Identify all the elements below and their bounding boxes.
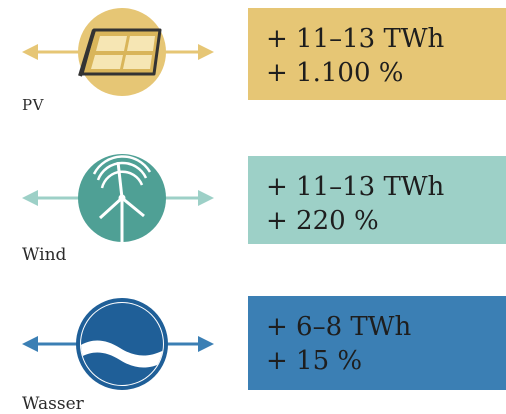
wind-icon-group bbox=[20, 150, 216, 246]
water-row: Wasser + 6–8 TWh + 15 % bbox=[0, 284, 506, 414]
wind-label: Wind bbox=[22, 245, 67, 265]
wind-percent-value: + 220 % bbox=[266, 206, 379, 236]
wind-row: Wind + 11–13 TWh + 220 % bbox=[0, 140, 506, 270]
wind-turbine-icon bbox=[22, 154, 214, 242]
water-label: Wasser bbox=[22, 394, 84, 414]
pv-percent-value: + 1.100 % bbox=[266, 58, 404, 88]
water-wave-icon bbox=[22, 298, 214, 390]
pv-label: PV bbox=[22, 96, 44, 114]
wind-value-box: + 11–13 TWh + 220 % bbox=[248, 156, 506, 244]
pv-value-box: + 11–13 TWh + 1.100 % bbox=[248, 8, 506, 100]
water-energy-value: + 6–8 TWh bbox=[266, 312, 412, 342]
pv-energy-value: + 11–13 TWh bbox=[266, 24, 445, 54]
pv-icon-group bbox=[20, 4, 216, 100]
wind-energy-value: + 11–13 TWh bbox=[266, 172, 445, 202]
solar-panel-icon bbox=[22, 8, 214, 96]
water-icon-group bbox=[20, 296, 216, 392]
water-value-box: + 6–8 TWh + 15 % bbox=[248, 296, 506, 390]
pv-row: PV + 11–13 TWh + 1.100 % bbox=[0, 0, 506, 118]
water-percent-value: + 15 % bbox=[266, 346, 363, 376]
